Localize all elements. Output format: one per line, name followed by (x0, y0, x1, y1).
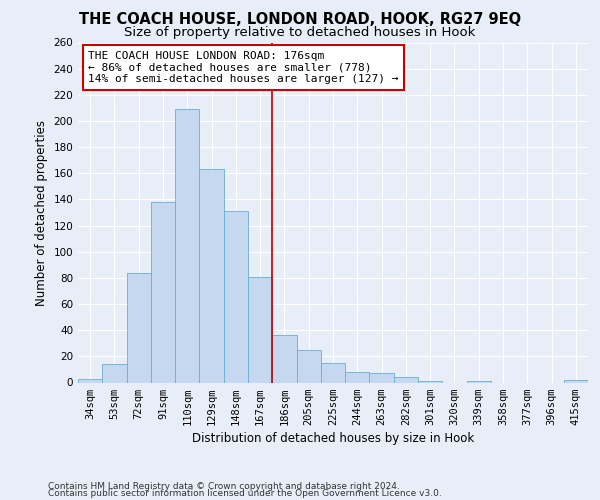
Bar (78, 378, 102, 382)
Bar (127, 272, 151, 382)
Bar (394, 378, 418, 382)
Bar (151, 202, 175, 382)
X-axis label: Distribution of detached houses by size in Hook: Distribution of detached houses by size … (192, 432, 474, 445)
Bar (345, 372, 370, 382)
Bar (224, 211, 248, 382)
Bar (564, 380, 588, 382)
Text: Contains public sector information licensed under the Open Government Licence v3: Contains public sector information licen… (48, 489, 442, 498)
Bar (467, 381, 491, 382)
Text: Size of property relative to detached houses in Hook: Size of property relative to detached ho… (124, 26, 476, 39)
Text: Contains HM Land Registry data © Crown copyright and database right 2024.: Contains HM Land Registry data © Crown c… (48, 482, 400, 491)
Bar (321, 363, 345, 382)
Text: THE COACH HOUSE, LONDON ROAD, HOOK, RG27 9EQ: THE COACH HOUSE, LONDON ROAD, HOOK, RG27… (79, 12, 521, 28)
Bar (272, 336, 296, 382)
Bar (175, 109, 199, 382)
Bar (296, 350, 321, 382)
Bar (199, 170, 224, 382)
Bar (248, 276, 272, 382)
Bar (370, 374, 394, 382)
Y-axis label: Number of detached properties: Number of detached properties (35, 120, 48, 306)
Text: THE COACH HOUSE LONDON ROAD: 176sqm
← 86% of detached houses are smaller (778)
1: THE COACH HOUSE LONDON ROAD: 176sqm ← 86… (88, 51, 398, 84)
Bar (102, 364, 127, 382)
Bar (418, 381, 442, 382)
